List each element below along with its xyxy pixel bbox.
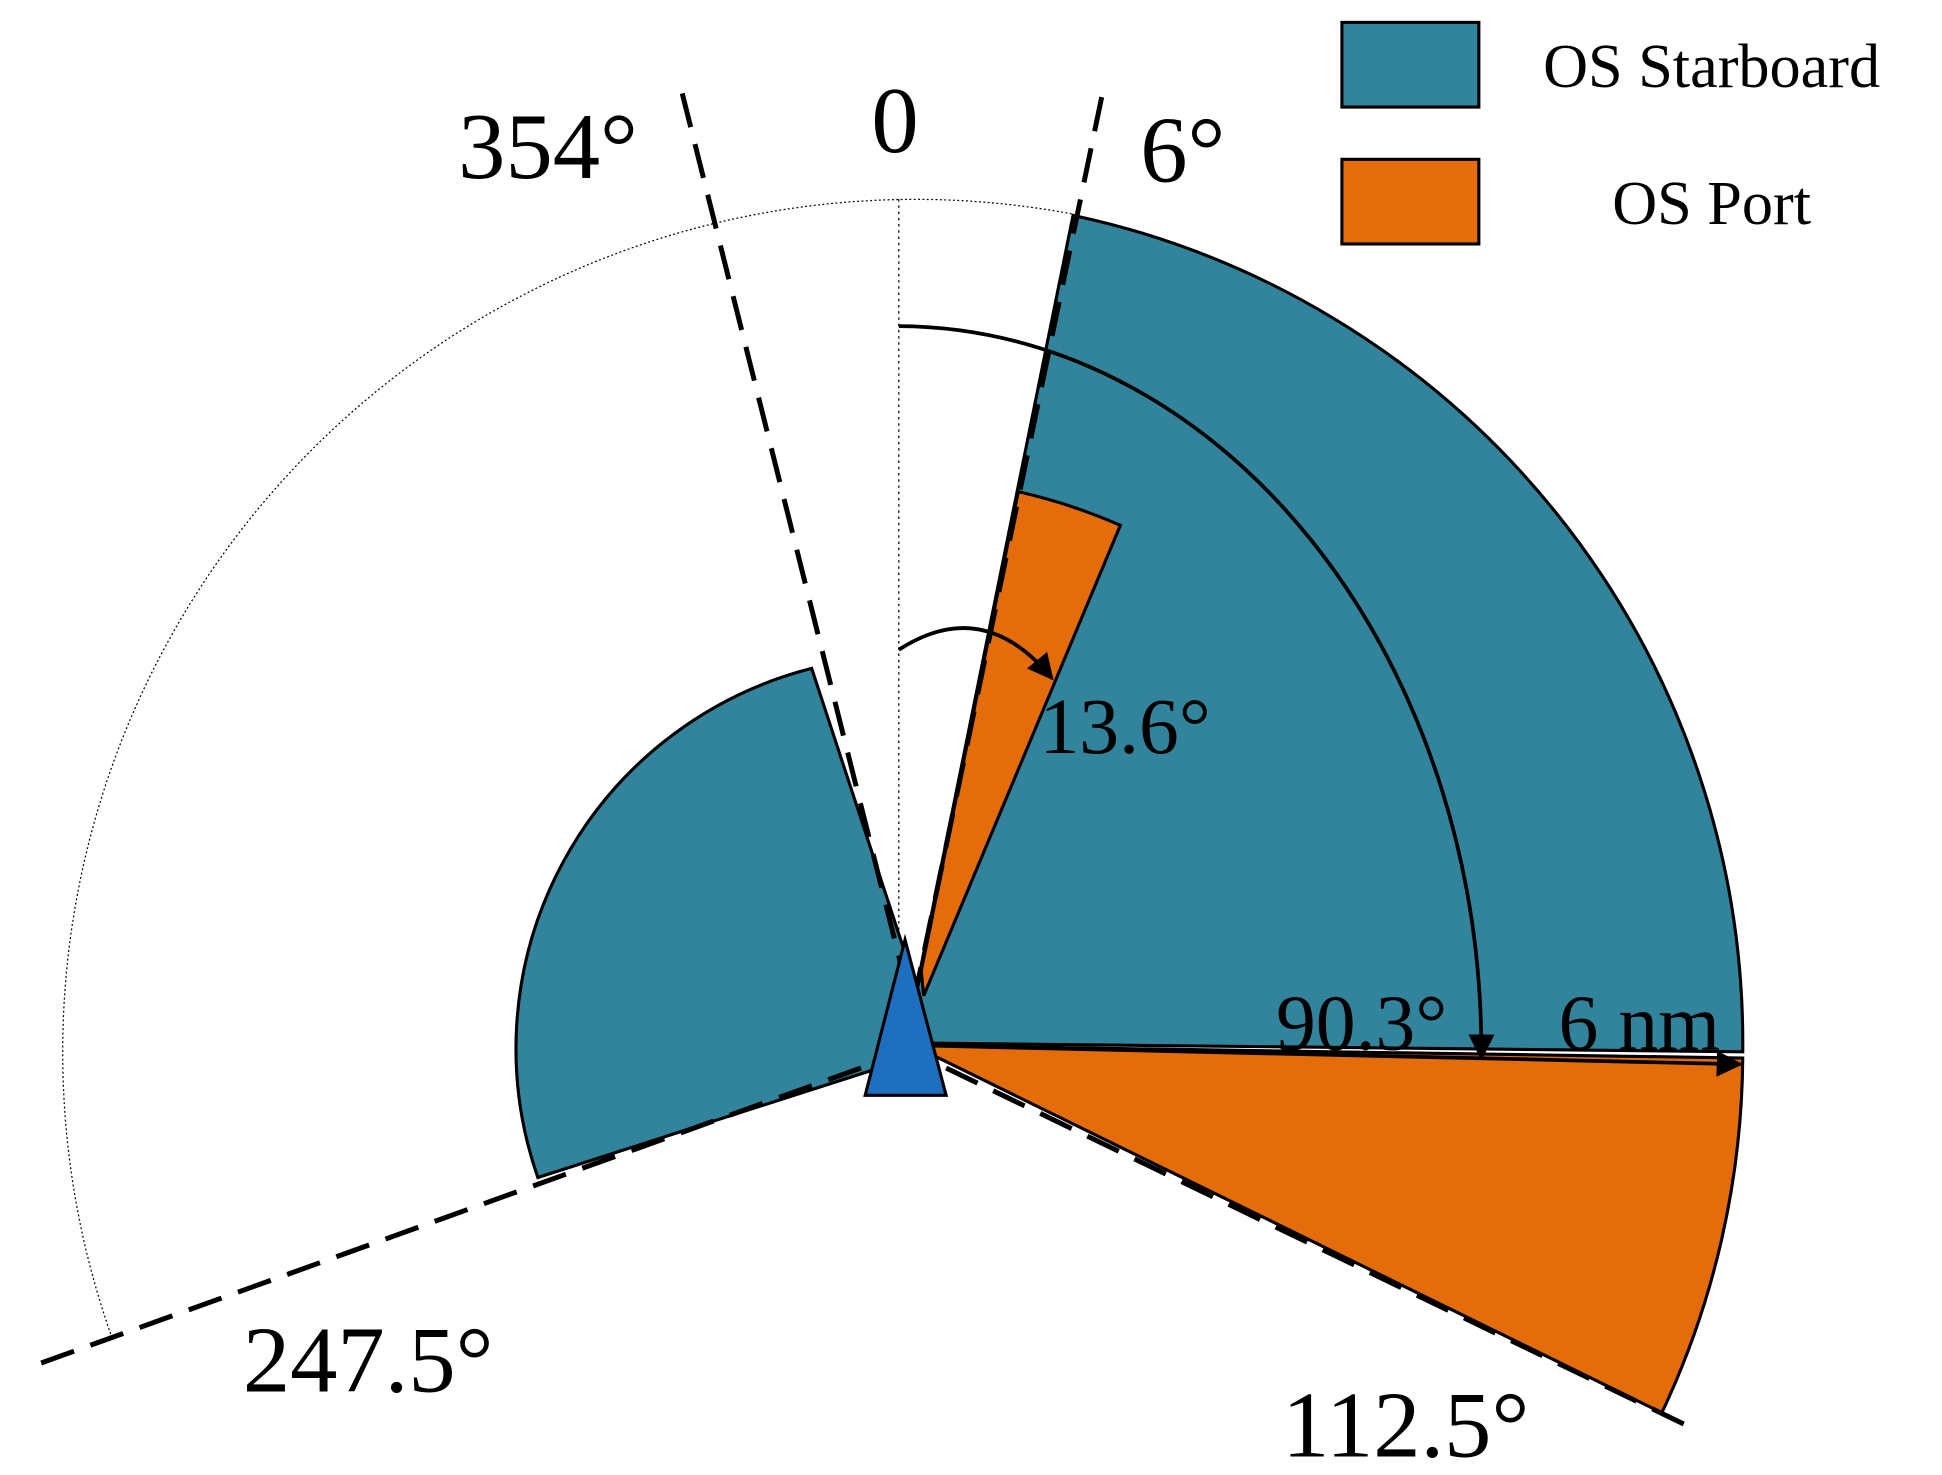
legend-label: OS Port <box>1612 170 1811 238</box>
angle-label: 6° <box>1140 99 1225 203</box>
angle-label: 247.5° <box>243 1309 494 1413</box>
range-arrow <box>927 1043 1743 1077</box>
legend-swatch <box>1340 157 1481 246</box>
angle-label: 112.5° <box>1282 1373 1529 1475</box>
own-ship <box>863 933 949 1097</box>
range-circle <box>62 198 1074 1339</box>
legend-swatch <box>1340 20 1481 109</box>
range-label: 6 nm <box>1559 979 1721 1067</box>
angle-label: 13.6° <box>1039 683 1210 771</box>
limit-lines <box>40 92 1701 1434</box>
port-sector-small <box>919 489 1123 997</box>
angle-label: 354° <box>458 95 638 199</box>
starboard-sector-left <box>514 666 917 1180</box>
legend: OS Starboard OS Port <box>1340 20 1880 246</box>
legend-label: OS Starboard <box>1543 33 1880 101</box>
angle-label: 90.3° <box>1276 979 1447 1067</box>
angle-label: 0 <box>871 69 918 173</box>
starboard-sector <box>913 213 1745 1054</box>
angle-arrow-small <box>897 626 1054 681</box>
angle-arrow <box>898 324 1495 1061</box>
port-sector <box>924 1043 1745 1415</box>
